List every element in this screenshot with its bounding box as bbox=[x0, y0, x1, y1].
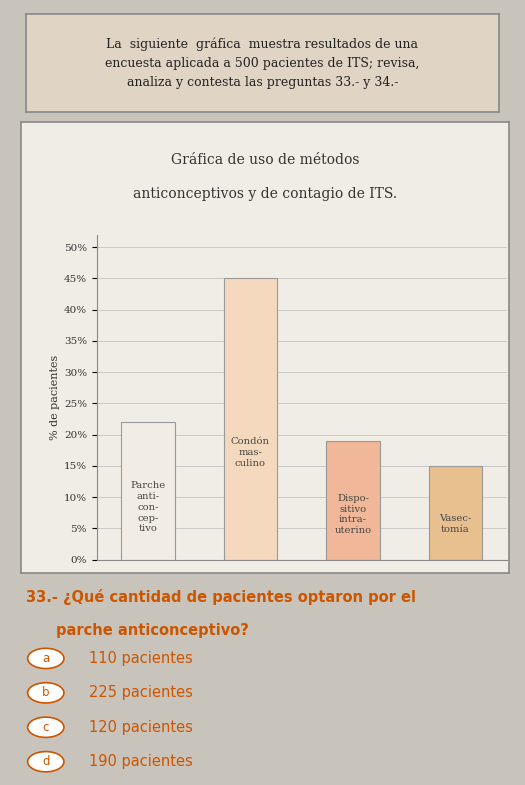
Text: anticonceptivos y de contagio de ITS.: anticonceptivos y de contagio de ITS. bbox=[133, 187, 397, 201]
Text: Parche
anti-
con-
cep-
tivo: Parche anti- con- cep- tivo bbox=[130, 481, 165, 533]
Text: d: d bbox=[42, 755, 49, 769]
Text: 33.- ¿Qué cantidad de pacientes optaron por el: 33.- ¿Qué cantidad de pacientes optaron … bbox=[26, 589, 416, 604]
Text: 120 pacientes: 120 pacientes bbox=[89, 720, 193, 735]
Y-axis label: % de pacientes: % de pacientes bbox=[50, 354, 60, 440]
Ellipse shape bbox=[28, 683, 64, 703]
Ellipse shape bbox=[28, 648, 64, 669]
Text: La  siguiente  gráfica  muestra resultados de una
encuesta aplicada a 500 pacien: La siguiente gráfica muestra resultados … bbox=[106, 38, 419, 89]
Text: Vasec-
tomía: Vasec- tomía bbox=[439, 514, 472, 534]
Bar bbox=[327, 440, 380, 560]
Ellipse shape bbox=[28, 717, 64, 737]
Text: Dispo-
sitivo
intra-
uterino: Dispo- sitivo intra- uterino bbox=[334, 494, 372, 535]
Text: parche anticonceptivo?: parche anticonceptivo? bbox=[56, 623, 249, 638]
Text: 190 pacientes: 190 pacientes bbox=[89, 754, 192, 769]
Bar bbox=[429, 466, 482, 560]
Text: 225 pacientes: 225 pacientes bbox=[89, 685, 193, 700]
Text: b: b bbox=[42, 686, 49, 699]
Text: 110 pacientes: 110 pacientes bbox=[89, 651, 192, 666]
Text: a: a bbox=[42, 652, 49, 665]
Bar bbox=[121, 422, 175, 560]
Text: Condón
mas-
culino: Condón mas- culino bbox=[231, 437, 270, 468]
Text: Gráfica de uso de métodos: Gráfica de uso de métodos bbox=[171, 153, 360, 167]
Ellipse shape bbox=[28, 751, 64, 772]
Bar bbox=[224, 278, 277, 560]
Text: c: c bbox=[43, 721, 49, 734]
